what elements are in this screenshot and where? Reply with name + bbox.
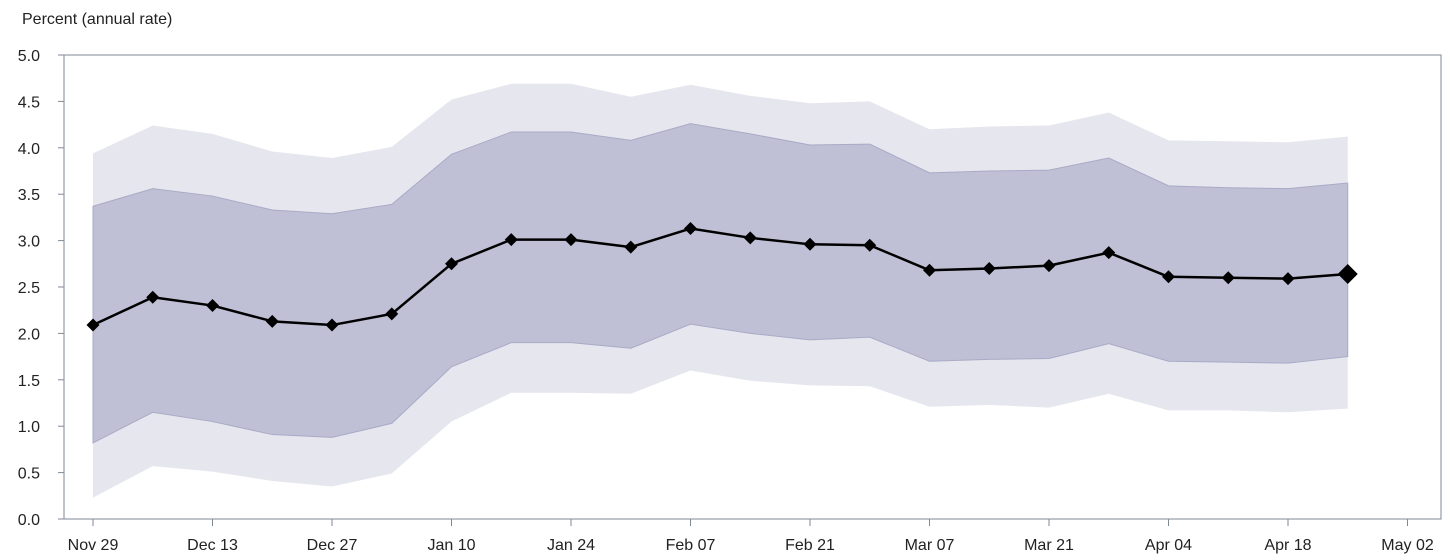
x-tick-label: Feb 21 [785, 537, 835, 554]
data-point [803, 237, 817, 251]
y-tick-label: 4.5 [18, 94, 40, 111]
y-tick-label: 3.5 [18, 187, 40, 204]
x-tick-label: Mar 21 [1024, 537, 1074, 554]
inner-band [92, 123, 1349, 444]
data-point [1221, 271, 1235, 285]
data-point [982, 261, 996, 275]
data-point [146, 290, 160, 304]
x-tick-label: May 02 [1381, 537, 1434, 554]
y-tick-label: 1.0 [18, 419, 40, 436]
data-point [743, 231, 757, 245]
data-point [1162, 270, 1175, 284]
y-tick-label: 4.0 [18, 141, 40, 158]
data-point [1102, 246, 1116, 260]
y-tick-label: 5.0 [18, 48, 40, 65]
data-point [206, 299, 219, 313]
x-tick-label: Dec 13 [187, 537, 238, 554]
data-point [564, 233, 578, 247]
data-point [445, 257, 458, 271]
data-point [86, 318, 100, 332]
x-tick-label: Apr 18 [1264, 537, 1311, 554]
data-point [504, 233, 518, 247]
x-tick-label: Mar 07 [905, 537, 955, 554]
x-tick-label: Dec 27 [307, 537, 358, 554]
latest-data-point [1337, 264, 1358, 285]
y-tick-label: 1.5 [18, 373, 40, 390]
y-tick-label: 3.0 [18, 234, 40, 251]
y-tick-label: 2.0 [18, 326, 40, 343]
x-tick-label: Apr 04 [1145, 537, 1192, 554]
x-tick-label: Jan 24 [547, 537, 595, 554]
data-point [863, 238, 877, 252]
x-tick-label: Feb 07 [666, 537, 716, 554]
y-tick-label: 2.5 [18, 280, 40, 297]
series-line-group [86, 222, 1358, 332]
data-point [684, 222, 697, 236]
x-axis-ticks: Nov 29 Dec 13 Dec 27 Jan 10 Jan 24 Feb 07 Feb … [68, 519, 1434, 554]
data-point [624, 240, 638, 254]
data-point [385, 307, 399, 321]
data-point [325, 318, 339, 332]
y-tick-label: 0.5 [18, 466, 40, 483]
x-tick-label: Nov 29 [68, 537, 119, 554]
data-point [1042, 259, 1056, 273]
data-point [923, 263, 936, 277]
uncertainty-bands [92, 83, 1349, 498]
y-axis-label: Percent (annual rate) [22, 11, 172, 28]
x-tick-label: Jan 10 [427, 537, 475, 554]
series-line [92, 227, 1348, 327]
data-point [265, 314, 279, 328]
y-tick-label: 0.0 [18, 512, 40, 529]
y-axis-ticks: 0.0 0.5 1.0 1.5 2.0 2.5 3.0 3.5 4.0 4.5 5.0 [18, 48, 64, 529]
data-point [1281, 272, 1295, 286]
